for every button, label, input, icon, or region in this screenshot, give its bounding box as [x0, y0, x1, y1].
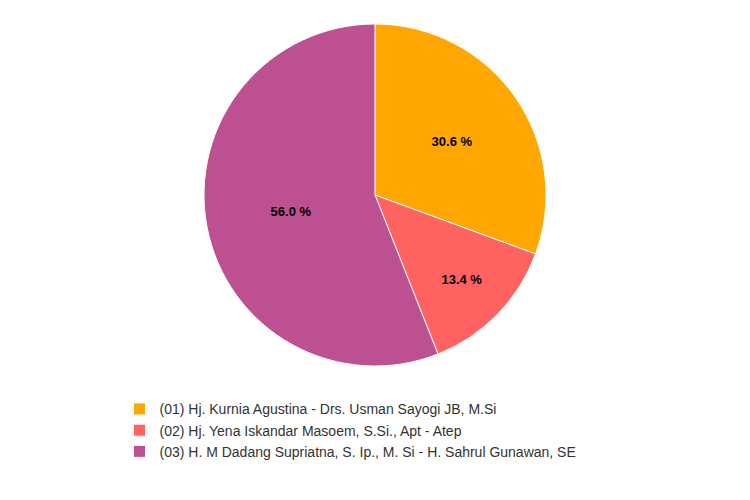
svg-text:(03) H. M Dadang Supriatna, S.: (03) H. M Dadang Supriatna, S. Ip., M. S…	[160, 444, 576, 460]
svg-text:(02) Hj. Yena Iskandar Masoem,: (02) Hj. Yena Iskandar Masoem, S.Si., Ap…	[160, 423, 462, 439]
svg-text:56.0 %: 56.0 %	[271, 204, 312, 219]
svg-text:30.6 %: 30.6 %	[432, 134, 473, 149]
svg-text:13.4 %: 13.4 %	[441, 272, 482, 287]
svg-text:(01) Hj. Kurnia Agustina - Drs: (01) Hj. Kurnia Agustina - Drs. Usman Sa…	[160, 401, 497, 417]
